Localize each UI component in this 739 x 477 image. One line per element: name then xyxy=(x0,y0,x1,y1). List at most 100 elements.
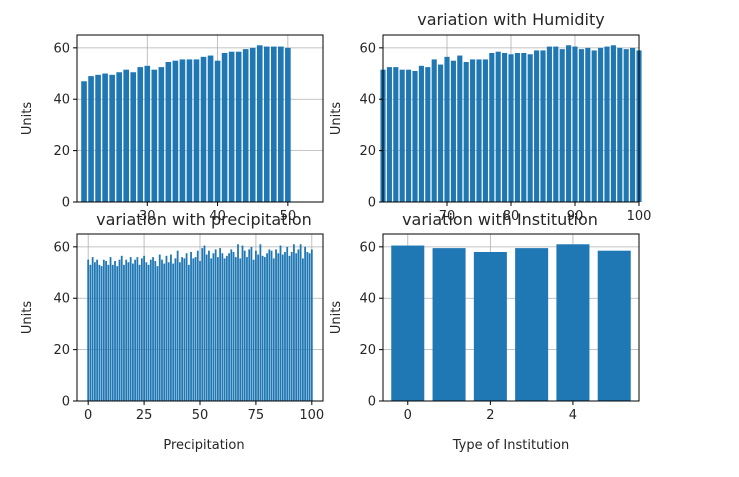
subplot-4-bar xyxy=(473,251,507,401)
subplot-3-bar xyxy=(217,257,219,401)
subplot-3-bar xyxy=(279,245,282,401)
subplot-2-bar xyxy=(489,52,495,203)
subplot-3-bar xyxy=(187,264,190,401)
subplot-1-bar xyxy=(235,51,242,203)
subplot-2-bar xyxy=(444,56,450,203)
subplot-3-bar xyxy=(134,259,137,401)
subplot-3-bar xyxy=(277,253,280,401)
subplot-3-bar xyxy=(181,257,183,401)
subplot-3-bar xyxy=(116,266,119,401)
subplot-2-x-tick-label: 100 xyxy=(627,209,652,224)
subplot-4-y-ticks: 0 20 40 60 xyxy=(359,240,383,410)
subplot-3-bar xyxy=(190,251,192,401)
subplot-3-x-tick-label: 75 xyxy=(248,408,265,423)
subplot-2-bar xyxy=(482,59,488,202)
subplot-1-bars xyxy=(81,45,291,203)
subplot-4-x-tick-label: 0 xyxy=(404,408,412,423)
subplot-2-bar xyxy=(617,47,623,202)
subplot-3-bar xyxy=(243,250,246,401)
subplot-3-bar xyxy=(270,250,273,401)
subplot-3-bar xyxy=(205,254,208,401)
subplot-2-bar xyxy=(431,59,437,202)
subplot-3-bar xyxy=(212,253,215,401)
subplot-4-x-tick-label: 2 xyxy=(486,408,494,423)
subplot-3-bar xyxy=(232,251,235,401)
subplot-2-bar xyxy=(578,49,584,202)
subplot-2-bar xyxy=(412,70,418,202)
subplot-3-bar xyxy=(192,258,195,401)
subplot-3-bar xyxy=(91,257,94,401)
subplot-1-bar xyxy=(263,46,270,203)
subplot-3: variation with precipitation 0 25 50 75 100 … xyxy=(20,210,324,453)
subplot-1-x-ticks: 30 40 50 xyxy=(139,202,296,224)
subplot-3-bar xyxy=(123,264,125,401)
subplot-3-bar xyxy=(284,251,286,401)
subplot-2-bar xyxy=(591,50,597,202)
subplot-3-bar xyxy=(293,244,295,401)
subplot-4-frame xyxy=(382,233,640,402)
subplot-1-bar xyxy=(278,46,284,203)
subplot-3-bar xyxy=(203,245,206,401)
subplot-4: variation with Institution 0 2 4 0 20 40 60 T… xyxy=(329,210,640,453)
subplot-2-bar xyxy=(572,46,578,203)
subplot-2-bar xyxy=(514,52,520,203)
subplot-2-y-tick-label: 40 xyxy=(359,93,376,108)
subplot-3-bars xyxy=(87,244,313,401)
subplot-1-x-tick-label: 40 xyxy=(209,209,226,224)
subplot-3-bar xyxy=(102,259,105,401)
subplot-2-bar xyxy=(604,46,610,203)
subplot-2-bar xyxy=(393,67,399,203)
subplot-3-x-ticks: 0 25 50 75 100 xyxy=(84,401,324,423)
subplot-3-bar xyxy=(259,244,262,401)
subplot-3-y-tick-label: 40 xyxy=(53,292,70,307)
subplot-3-bar xyxy=(225,255,228,401)
subplot-3-bar xyxy=(143,255,145,401)
subplot-3-bar xyxy=(167,262,170,401)
subplot-3-bar xyxy=(310,249,313,401)
subplot-1-x-tick-label: 30 xyxy=(139,209,156,224)
subplot-3-bar xyxy=(263,257,266,401)
subplot-2-bar xyxy=(470,59,476,202)
subplot-3-x-tick-label: 100 xyxy=(299,408,324,423)
subplot-1-bar xyxy=(285,47,291,202)
subplot-3-bar xyxy=(306,251,309,401)
subplot-2-bar xyxy=(508,54,514,202)
subplot-1-bar xyxy=(151,69,158,203)
subplot-2-bar xyxy=(502,52,508,203)
subplot-3-bar xyxy=(183,258,186,401)
subplot-2-bar xyxy=(406,69,412,203)
subplot-2-bar xyxy=(559,49,565,202)
subplot-2-bar xyxy=(610,45,616,202)
subplot-2-x-ticks: 70 80 90 100 xyxy=(439,202,652,224)
subplot-1-bar xyxy=(88,76,94,202)
subplot-3-bar xyxy=(138,264,141,401)
subplot-4-plot-area xyxy=(383,234,639,401)
subplot-3-bar xyxy=(105,260,107,401)
subplot-3-bar xyxy=(223,258,226,401)
subplot-3-bar xyxy=(98,264,101,401)
subplot-2-bar xyxy=(553,46,559,203)
subplot-3-bar xyxy=(230,249,233,401)
subplot-3-bar xyxy=(268,249,271,401)
subplot-3-bar xyxy=(172,263,175,401)
subplot-2-bar xyxy=(450,60,456,202)
subplot-2-x-tick-label: 80 xyxy=(503,209,520,224)
subplot-4-title: variation with Institution xyxy=(402,210,598,229)
subplot-3-bar xyxy=(109,257,112,401)
subplot-2-y-axis-label: Units xyxy=(329,102,344,135)
subplot-1-bar xyxy=(102,73,108,202)
subplot-1-x-tick-label: 50 xyxy=(280,209,297,224)
subplot-3-y-ticks: 0 20 40 60 xyxy=(53,240,77,410)
subplot-1-bar xyxy=(172,60,179,202)
subplot-3-bar xyxy=(136,257,139,401)
subplot-3-bar xyxy=(89,264,92,401)
subplot-3-x-tick-label: 0 xyxy=(84,408,92,423)
subplot-1-bar xyxy=(116,72,122,202)
subplot-3-bar xyxy=(156,266,159,401)
subplot-2-bar xyxy=(623,49,629,202)
subplot-1-bar xyxy=(270,46,277,203)
subplot-2-bar xyxy=(386,67,392,203)
subplot-2-bar xyxy=(438,64,444,202)
subplot-3-bar xyxy=(234,257,237,401)
subplot-3-bar xyxy=(154,260,157,401)
